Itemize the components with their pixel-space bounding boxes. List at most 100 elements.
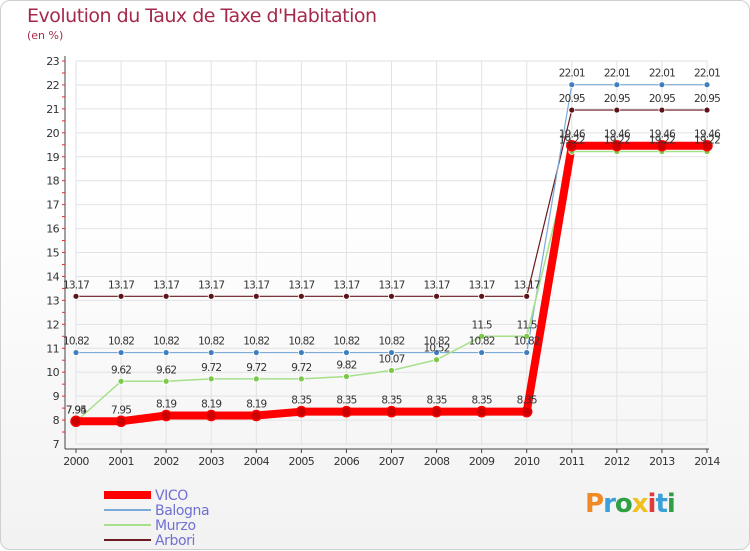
y-tick-label: 8 <box>53 414 60 427</box>
x-tick-label: 2000 <box>63 455 89 468</box>
data-label-balogna: 22.01 <box>649 68 675 80</box>
point-murzo <box>297 375 305 383</box>
point-balogna <box>72 349 80 356</box>
point-balogna <box>207 349 215 356</box>
logo-letter: i <box>666 489 676 519</box>
data-label-arbori: 20.95 <box>604 93 630 105</box>
point-vico <box>250 409 263 422</box>
point-vico <box>205 409 217 422</box>
data-label-murzo: 19.22 <box>559 134 585 146</box>
point-vico <box>701 139 713 152</box>
x-tick-label: 2010 <box>514 455 540 468</box>
point-balogna <box>433 349 440 356</box>
point-arbori <box>343 292 350 300</box>
point-balogna <box>388 349 395 356</box>
point-arbori <box>658 106 666 114</box>
data-label-murzo: 19.22 <box>604 134 630 146</box>
y-tick-label: 13 <box>46 294 59 307</box>
data-label-balogna: 10.82 <box>333 336 359 348</box>
chart-subtitle: (en %) <box>27 29 64 42</box>
data-label-murzo: 9.62 <box>111 364 131 376</box>
point-vico <box>385 405 398 418</box>
data-label-balogna: 10.82 <box>108 336 134 348</box>
x-tick-label: 2005 <box>289 455 315 468</box>
point-balogna <box>478 349 486 356</box>
proxiti-logo: Proxiti <box>585 489 676 519</box>
legend-label-balogna: Balogna <box>155 503 209 519</box>
data-label-arbori: 13.17 <box>288 279 314 291</box>
point-arbori <box>613 106 621 114</box>
data-label-arbori: 13.17 <box>333 279 359 291</box>
data-label-arbori: 13.17 <box>108 279 134 291</box>
point-vico <box>340 405 353 418</box>
x-tick-label: 2006 <box>334 455 360 468</box>
point-vico <box>160 409 172 422</box>
data-label-vico: 8.35 <box>336 395 356 407</box>
point-arbori <box>388 292 395 300</box>
point-arbori <box>297 292 305 300</box>
data-label-arbori: 13.17 <box>153 279 179 291</box>
data-label-murzo: 10.52 <box>424 343 450 355</box>
x-tick-label: 2007 <box>379 455 405 468</box>
point-balogna <box>568 81 576 89</box>
point-murzo <box>162 377 170 385</box>
data-label-arbori: 13.17 <box>243 279 269 291</box>
data-label-murzo: 11.5 <box>472 319 492 331</box>
data-label-balogna: 10.82 <box>198 336 224 348</box>
y-tick-label: 11 <box>46 342 59 355</box>
data-label-arbori: 13.17 <box>514 279 540 291</box>
data-label-layer: 13.17 13.17 13.17 13.17 13.17 13.17 13.17 13.17… <box>63 68 722 417</box>
point-vico <box>70 415 82 428</box>
x-tick-label: 2012 <box>604 455 630 468</box>
point-balogna <box>703 81 711 89</box>
data-label-murzo: 11.5 <box>517 319 537 331</box>
point-murzo <box>252 375 260 383</box>
logo-letter: r <box>603 489 616 519</box>
data-label-vico: 8.19 <box>201 399 221 411</box>
point-vico <box>566 139 578 152</box>
legend-label-arbori: Arbori <box>155 533 195 549</box>
x-tick-label: 2011 <box>559 455 585 468</box>
point-arbori <box>703 106 711 114</box>
data-label-balogna: 22.01 <box>694 68 720 80</box>
x-tick-label: 2009 <box>469 455 495 468</box>
point-arbori <box>433 292 440 300</box>
data-label-vico: 8.19 <box>156 399 176 411</box>
data-label-murzo: 10.07 <box>378 354 404 366</box>
x-tick-label: 2008 <box>424 455 450 468</box>
y-tick-label: 12 <box>46 318 59 331</box>
data-label-arbori: 13.17 <box>63 279 89 291</box>
point-vico <box>475 405 488 418</box>
point-murzo <box>523 332 531 340</box>
point-balogna <box>117 349 125 356</box>
point-balogna <box>523 349 531 356</box>
y-tick-label: 19 <box>46 151 59 164</box>
point-arbori <box>117 292 125 300</box>
point-vico <box>611 139 623 152</box>
point-vico <box>295 405 308 418</box>
data-label-vico: 8.35 <box>426 395 446 407</box>
chart-title: Evolution du Taux de Taxe d'Habitation <box>27 5 377 27</box>
y-tick-label: 22 <box>46 79 59 92</box>
point-balogna <box>613 81 621 89</box>
point-arbori <box>162 292 170 300</box>
axis-layer: 7 8 9 10 11 12 13 14 15 16 17 18 19 20 21 22 23 2000 2001 2… <box>46 55 721 468</box>
point-murzo <box>343 373 350 380</box>
logo-letter: P <box>585 489 604 519</box>
point-arbori <box>478 292 486 300</box>
legend-label-murzo: Murzo <box>155 518 196 534</box>
data-label-murzo: 9.72 <box>246 362 266 374</box>
data-label-arbori: 13.17 <box>378 279 404 291</box>
data-label-balogna: 10.82 <box>288 336 314 348</box>
y-tick-label: 17 <box>46 199 59 212</box>
point-balogna <box>252 349 260 356</box>
data-label-arbori: 13.17 <box>424 279 450 291</box>
point-vico <box>115 415 127 428</box>
point-murzo <box>207 375 215 383</box>
x-tick-label: 2013 <box>649 455 675 468</box>
point-vico <box>430 405 443 418</box>
point-arbori <box>207 292 215 300</box>
data-label-vico: 7.95 <box>66 404 86 416</box>
data-label-vico: 8.35 <box>381 395 401 407</box>
